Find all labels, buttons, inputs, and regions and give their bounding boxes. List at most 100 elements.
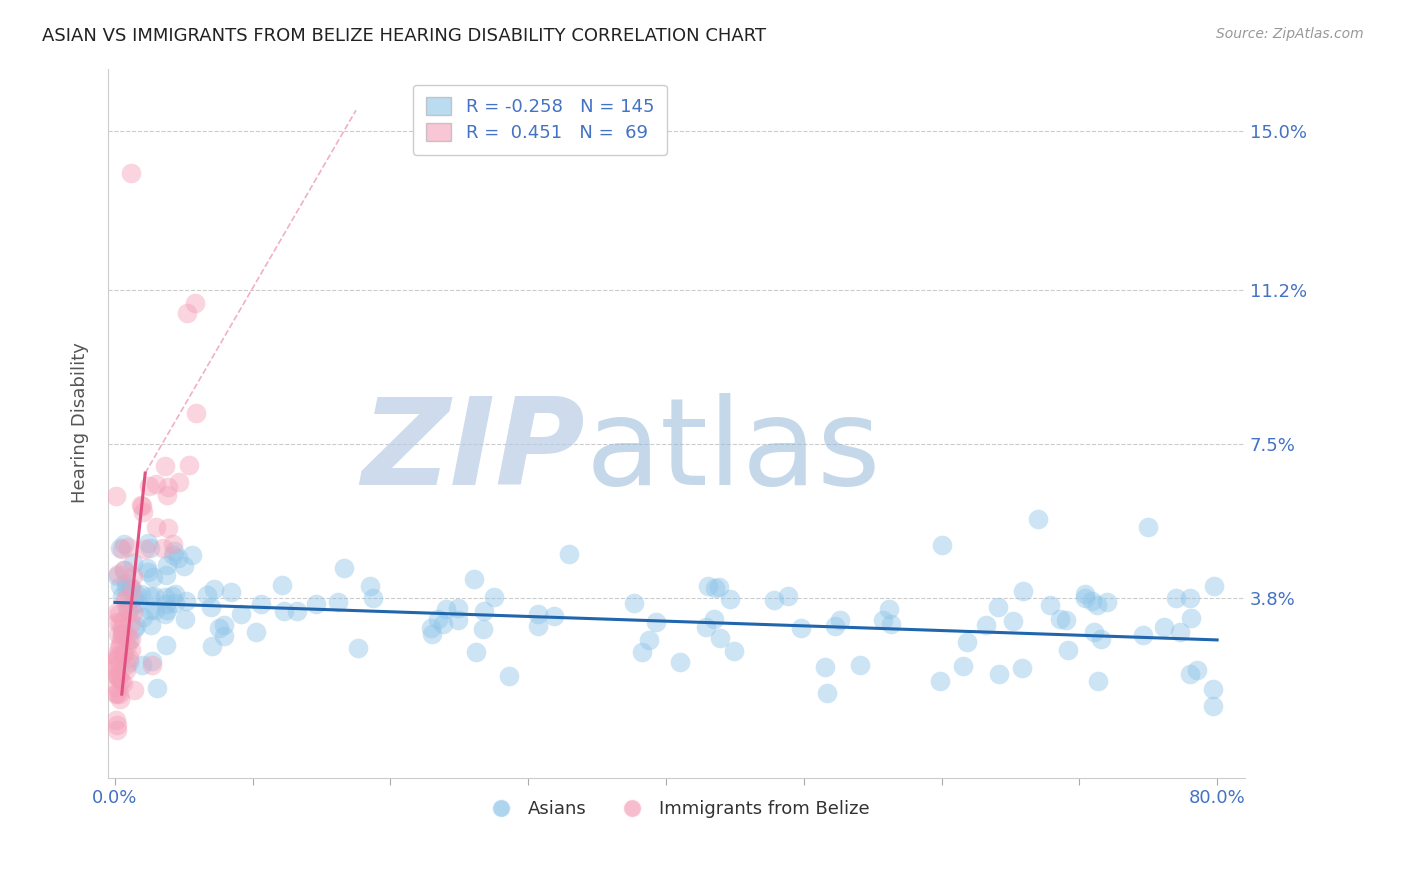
Point — [155, 568, 177, 582]
Point — [249, 598, 271, 612]
Point — [1090, 632, 1112, 646]
Point — [120, 643, 142, 657]
Point — [157, 479, 180, 493]
Point — [815, 686, 838, 700]
Point — [125, 618, 148, 632]
Point — [631, 645, 654, 659]
Point — [129, 587, 152, 601]
Point — [848, 657, 870, 672]
Point — [117, 540, 139, 554]
Point — [131, 657, 153, 672]
Point — [420, 621, 443, 635]
Point — [1202, 579, 1225, 593]
Point — [141, 657, 163, 672]
Text: atlas: atlas — [585, 392, 882, 510]
Point — [112, 615, 135, 629]
Point — [145, 476, 167, 491]
Point — [122, 591, 145, 606]
Point — [105, 669, 128, 683]
Point — [1039, 599, 1062, 613]
Point — [162, 548, 184, 562]
Point — [956, 635, 979, 649]
Point — [484, 590, 506, 604]
Point — [305, 597, 328, 611]
Point — [115, 638, 138, 652]
Point — [695, 620, 717, 634]
Point — [1074, 587, 1097, 601]
Point — [105, 686, 128, 700]
Point — [1081, 593, 1104, 607]
Point — [136, 536, 159, 550]
Point — [1026, 512, 1049, 526]
Point — [498, 669, 520, 683]
Point — [987, 666, 1010, 681]
Point — [669, 655, 692, 669]
Point — [420, 627, 443, 641]
Point — [139, 589, 162, 603]
Point — [117, 604, 139, 618]
Point — [160, 589, 183, 603]
Point — [122, 556, 145, 570]
Point — [105, 651, 128, 665]
Point — [105, 687, 128, 701]
Point — [146, 681, 169, 695]
Point — [1178, 591, 1201, 606]
Point — [114, 591, 136, 605]
Point — [156, 558, 179, 572]
Point — [173, 559, 195, 574]
Point — [828, 613, 851, 627]
Point — [114, 576, 136, 591]
Point — [181, 548, 204, 562]
Point — [136, 565, 159, 579]
Point — [105, 713, 128, 727]
Point — [120, 615, 142, 630]
Point — [111, 676, 134, 690]
Point — [122, 622, 145, 636]
Point — [623, 596, 645, 610]
Point — [347, 641, 370, 656]
Point — [107, 626, 129, 640]
Point — [111, 648, 134, 662]
Point — [120, 632, 142, 647]
Point — [105, 605, 128, 619]
Point — [703, 612, 725, 626]
Point — [120, 581, 142, 595]
Point — [110, 579, 132, 593]
Point — [108, 607, 131, 621]
Point — [645, 615, 668, 630]
Point — [427, 612, 450, 626]
Point — [361, 591, 384, 605]
Point — [697, 579, 720, 593]
Point — [174, 612, 197, 626]
Point — [776, 589, 799, 603]
Point — [105, 680, 128, 694]
Point — [122, 569, 145, 583]
Point — [131, 610, 153, 624]
Point — [155, 598, 177, 612]
Point — [112, 563, 135, 577]
Point — [872, 613, 894, 627]
Point — [174, 594, 197, 608]
Point — [134, 541, 156, 556]
Point — [105, 654, 128, 668]
Point — [111, 625, 134, 640]
Point — [120, 166, 142, 180]
Point — [108, 615, 131, 630]
Point — [1011, 661, 1033, 675]
Point — [212, 629, 235, 643]
Point — [527, 607, 550, 621]
Point — [120, 599, 142, 614]
Point — [723, 644, 745, 658]
Point — [212, 618, 235, 632]
Text: Source: ZipAtlas.com: Source: ZipAtlas.com — [1216, 27, 1364, 41]
Point — [111, 627, 134, 641]
Point — [704, 581, 727, 595]
Point — [105, 615, 128, 629]
Point — [115, 628, 138, 642]
Point — [1153, 620, 1175, 634]
Point — [110, 632, 132, 647]
Point — [1201, 682, 1223, 697]
Point — [167, 550, 190, 565]
Point — [105, 648, 128, 663]
Point — [156, 488, 179, 502]
